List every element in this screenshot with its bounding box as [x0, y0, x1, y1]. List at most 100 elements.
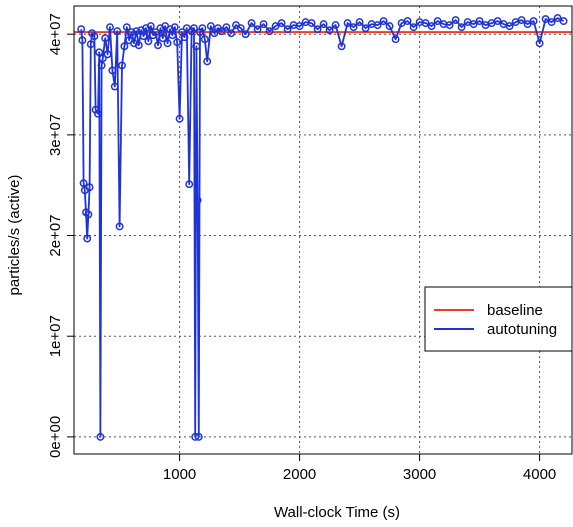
- legend-baseline-label: baseline: [487, 302, 543, 319]
- autotuning-point: [108, 66, 117, 75]
- y-tick-label: 0e+00: [47, 416, 64, 458]
- autotuning-point: [106, 23, 114, 32]
- autotuning-point: [173, 38, 182, 47]
- autotuning-point: [451, 16, 460, 25]
- autotuning-point: [110, 82, 119, 91]
- legend: baseline autotuning: [424, 286, 573, 352]
- autotuning-point: [130, 39, 138, 48]
- autotuning-point: [271, 22, 280, 31]
- x-tick-label: 4000: [523, 466, 556, 483]
- autotuning-point: [120, 42, 129, 51]
- autotuning-point: [475, 17, 484, 26]
- autotuning-point: [283, 25, 292, 34]
- autotuning-point: [198, 24, 207, 33]
- autotuning-point: [265, 27, 274, 36]
- autotuning-point: [361, 24, 370, 33]
- legend-box: [424, 286, 573, 352]
- autotuning-point: [142, 24, 150, 33]
- autotuning-point: [168, 31, 177, 40]
- autotuning-point: [403, 17, 412, 26]
- autotuning-point: [331, 21, 340, 30]
- autotuning-point: [103, 50, 112, 59]
- autotuning-point: [227, 29, 236, 38]
- tick-layer: 1000 2000 3000 4000 0e+00 1e+07 2e+07 3e+07 4e+0…: [47, 13, 556, 483]
- x-tick-label: 2000: [283, 466, 316, 483]
- autotuning-point: [295, 22, 304, 31]
- autotuning-point: [241, 30, 250, 39]
- autotuning-point: [217, 27, 226, 36]
- y-tick-label: 3e+07: [47, 114, 64, 156]
- autotuning-point: [373, 21, 382, 30]
- x-axis-label: Wall-clock Time (s): [274, 504, 400, 521]
- autotuning-point: [146, 22, 155, 31]
- autotuning-point: [192, 42, 201, 51]
- autotuning-point: [355, 18, 364, 27]
- autotuning-point: [457, 23, 466, 32]
- autotuning-point: [185, 180, 194, 189]
- autotuning-point: [144, 37, 153, 46]
- x-tick-label: 1000: [163, 466, 196, 483]
- autotuning-point: [86, 40, 95, 49]
- autotuning-point: [277, 19, 286, 28]
- autotuning-point: [180, 33, 189, 42]
- autotuning-point: [349, 23, 358, 32]
- autotuning-point: [77, 25, 86, 34]
- autotuning-point: [547, 18, 556, 27]
- y-tick-label: 1e+07: [47, 315, 64, 357]
- autotuning-point: [154, 41, 162, 50]
- autotuning-point: [523, 20, 532, 29]
- autotuning-point: [98, 54, 107, 63]
- autotuning-point: [253, 25, 262, 34]
- autotuning-point: [94, 109, 102, 118]
- autotuning-point: [151, 28, 160, 37]
- autotuning-point: [158, 34, 167, 43]
- autotuning-point: [325, 26, 334, 35]
- autotuning-line: [80, 17, 565, 438]
- autotuning-point: [132, 27, 141, 36]
- autotuning-point: [95, 48, 104, 57]
- autotuning-point: [319, 20, 328, 29]
- autotuning-point: [553, 14, 562, 23]
- autotuning-series-layer: [77, 14, 568, 441]
- autotuning-point: [127, 28, 136, 37]
- autotuning-point: [505, 22, 514, 31]
- autotuning-point: [83, 234, 92, 243]
- autotuning-point: [493, 17, 502, 26]
- autotuning-point: [433, 17, 442, 26]
- y-tick-label: 2e+07: [47, 214, 64, 256]
- autotuning-point: [421, 19, 430, 28]
- autotuning-point: [343, 19, 352, 28]
- autotuning-point: [194, 432, 203, 441]
- autotuning-point: [313, 25, 322, 34]
- autotuning-point: [210, 29, 219, 38]
- autotuning-point: [206, 22, 215, 31]
- autotuning-point: [222, 23, 231, 32]
- autotuning-point: [193, 196, 202, 205]
- autotuning-point: [115, 222, 124, 231]
- autotuning-point: [190, 24, 198, 33]
- autotuning-point: [535, 39, 544, 48]
- y-tick-label: 4e+07: [47, 13, 64, 55]
- autotuning-point: [200, 35, 209, 44]
- autotuning-point: [170, 23, 179, 32]
- autotuning-point: [559, 17, 568, 26]
- autotuning-point: [307, 19, 316, 28]
- autotuning-point: [203, 57, 212, 66]
- autotuning-point: [517, 16, 526, 25]
- autotuning-point: [97, 61, 106, 70]
- y-axis-label: particles/s (active): [6, 175, 23, 296]
- x-tick-label: 3000: [403, 466, 436, 483]
- autotuning-point: [118, 61, 126, 70]
- autotuning-point: [191, 432, 200, 441]
- autotuning-point: [163, 39, 172, 48]
- autotuning-point: [122, 23, 131, 32]
- autotuning-point: [85, 183, 94, 192]
- autotuning-point: [337, 42, 346, 51]
- autotuning-point: [134, 41, 143, 50]
- legend-autotuning-label: autotuning: [487, 321, 557, 338]
- autotuning-point: [247, 19, 256, 28]
- autotuning-point: [391, 35, 400, 44]
- autotuning-point: [529, 17, 538, 26]
